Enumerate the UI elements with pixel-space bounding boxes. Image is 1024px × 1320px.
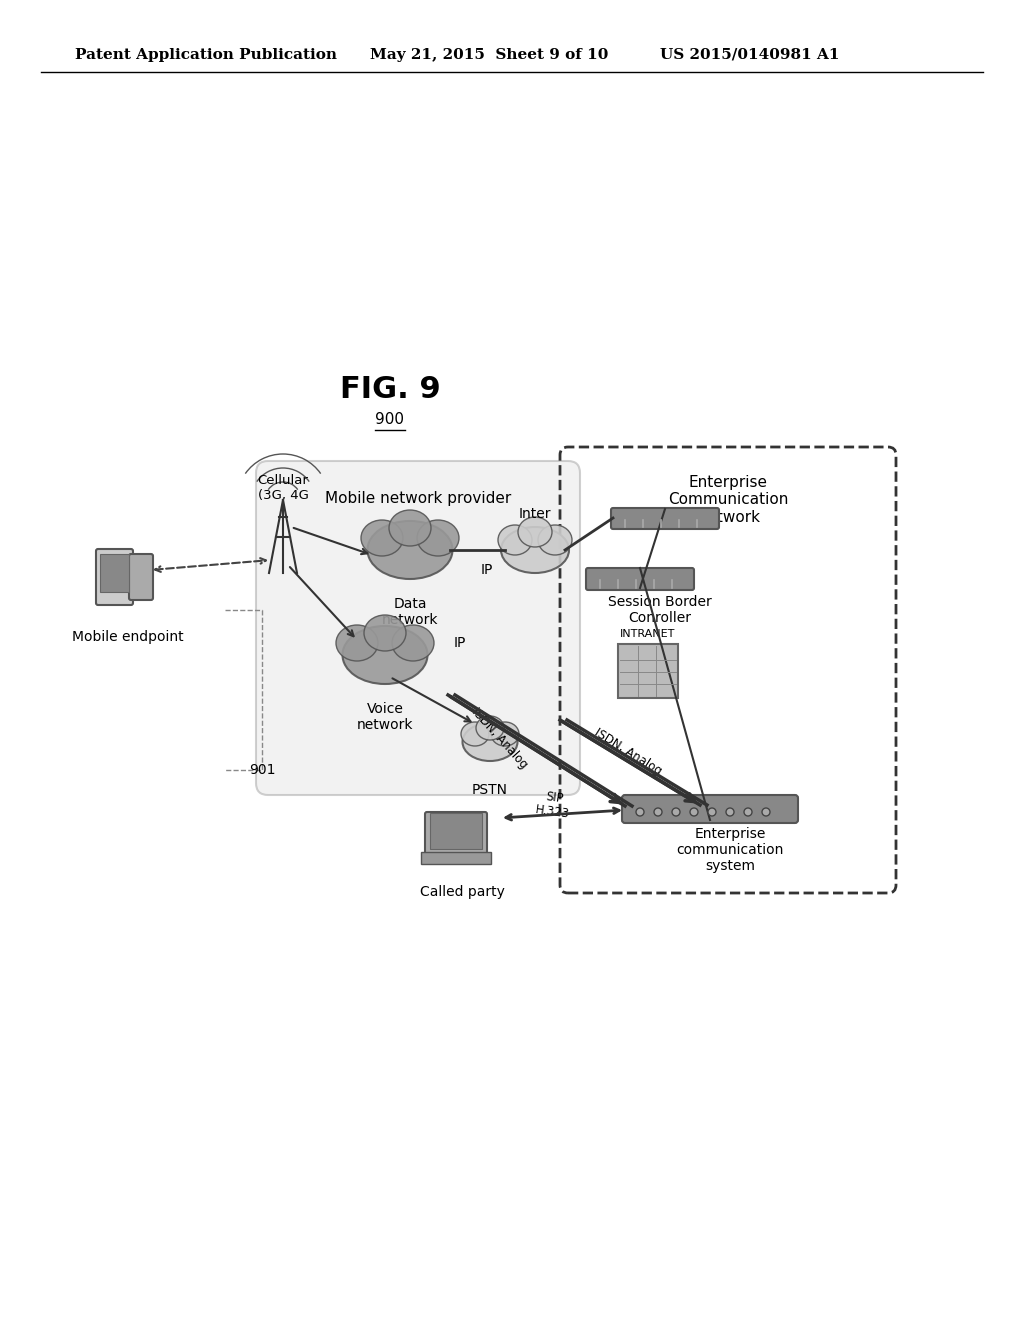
Text: FIG. 9: FIG. 9 [340, 375, 440, 404]
Ellipse shape [538, 525, 572, 554]
Ellipse shape [417, 520, 459, 556]
Circle shape [744, 808, 752, 816]
Text: INTRANET: INTRANET [621, 630, 676, 639]
FancyBboxPatch shape [100, 554, 129, 591]
Text: 901: 901 [249, 763, 275, 777]
Circle shape [672, 808, 680, 816]
Ellipse shape [392, 624, 434, 661]
Circle shape [636, 808, 644, 816]
Text: Called party: Called party [420, 884, 505, 899]
Ellipse shape [463, 723, 517, 762]
FancyBboxPatch shape [129, 554, 153, 601]
FancyBboxPatch shape [622, 795, 798, 822]
Ellipse shape [336, 624, 378, 661]
Ellipse shape [501, 527, 569, 573]
Text: Cellular
(3G, 4G: Cellular (3G, 4G [258, 474, 308, 502]
Text: Data
network: Data network [382, 597, 438, 627]
Ellipse shape [364, 615, 406, 651]
Ellipse shape [498, 525, 532, 554]
Ellipse shape [361, 520, 403, 556]
Text: May 21, 2015  Sheet 9 of 10: May 21, 2015 Sheet 9 of 10 [370, 48, 608, 62]
Text: Inter: Inter [519, 507, 551, 521]
Text: IP: IP [454, 636, 466, 649]
Text: Patent Application Publication: Patent Application Publication [75, 48, 337, 62]
FancyBboxPatch shape [256, 461, 580, 795]
FancyBboxPatch shape [586, 568, 694, 590]
Text: Mobile endpoint: Mobile endpoint [72, 630, 184, 644]
Text: 900: 900 [376, 412, 404, 428]
Text: Enterprise
communication
system: Enterprise communication system [676, 826, 783, 874]
Circle shape [708, 808, 716, 816]
Circle shape [762, 808, 770, 816]
Text: SIP
H.323: SIP H.323 [534, 789, 572, 821]
FancyBboxPatch shape [618, 644, 678, 698]
FancyBboxPatch shape [611, 508, 719, 529]
Text: US 2015/0140981 A1: US 2015/0140981 A1 [660, 48, 840, 62]
Text: Session Border
Conroller: Session Border Conroller [608, 595, 712, 626]
Text: ISDN, Analog: ISDN, Analog [592, 726, 664, 777]
Circle shape [654, 808, 662, 816]
Ellipse shape [518, 517, 552, 546]
FancyBboxPatch shape [421, 851, 490, 865]
FancyBboxPatch shape [425, 812, 487, 861]
Ellipse shape [490, 722, 519, 746]
Text: Enterprise
Communication
Network: Enterprise Communication Network [668, 475, 788, 525]
FancyBboxPatch shape [430, 813, 482, 849]
Ellipse shape [476, 715, 504, 741]
Ellipse shape [368, 521, 453, 579]
Text: Voice
network: Voice network [356, 702, 414, 733]
Circle shape [690, 808, 698, 816]
Ellipse shape [389, 510, 431, 546]
Ellipse shape [461, 722, 489, 746]
FancyBboxPatch shape [96, 549, 133, 605]
Text: IP: IP [481, 564, 494, 577]
Ellipse shape [342, 626, 427, 684]
Circle shape [726, 808, 734, 816]
Text: PSTN: PSTN [472, 783, 508, 797]
Text: ISDN, Analog: ISDN, Analog [469, 705, 530, 771]
Text: Mobile network provider: Mobile network provider [325, 491, 511, 506]
